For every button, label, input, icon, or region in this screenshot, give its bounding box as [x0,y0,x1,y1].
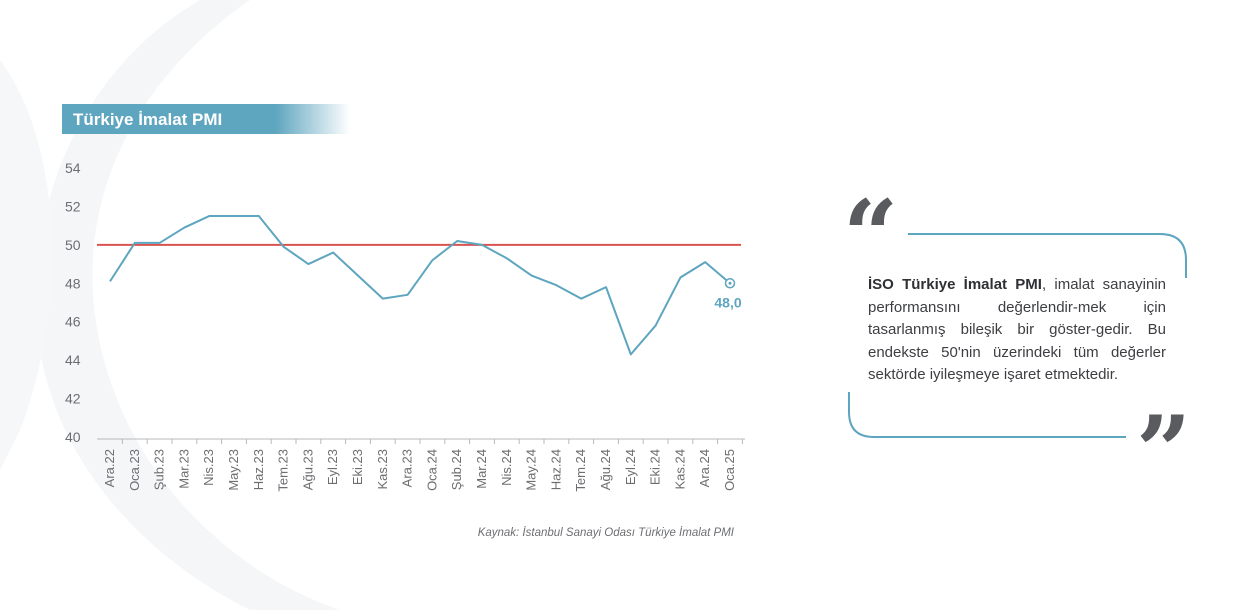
last-point-dot [728,281,732,285]
quote-body: , imalat sanayinin performansını değerle… [868,276,1166,383]
quote-text: İSO Türkiye İmalat PMI, imalat sanayinin… [868,274,1166,387]
y-tick-label: 44 [65,352,81,368]
x-tick-label: Ağu.23 [300,449,315,490]
x-tick-label: Nis.24 [499,449,514,486]
x-tick-label: Haz.23 [251,449,266,490]
source-note: Kaynak: İstanbul Sanayi Odası Türkiye İm… [477,527,734,539]
y-tick-label: 46 [65,314,81,330]
x-tick-label: Ara.22 [102,449,117,487]
x-tick-label: Eki.23 [350,449,365,485]
x-tick-label: May.24 [524,449,539,491]
y-tick-label: 40 [65,429,81,445]
pmi-series-line [109,215,731,356]
x-tick-label: Nis.23 [201,449,216,486]
x-tick-label: Oca.23 [127,449,142,491]
chart-title: Türkiye İmalat PMI [73,110,223,129]
x-tick-label: Ara.23 [400,449,415,487]
x-tick-label: Tem.24 [573,449,588,492]
x-tick-label: Mar.23 [176,449,191,489]
x-tick-label: May.23 [226,449,241,491]
x-tick-label: Kas.23 [375,449,390,489]
x-tick-label: Oca.25 [722,449,737,491]
x-tick-label: Eyl.24 [623,449,638,485]
x-tick-label: Ara.24 [697,449,712,487]
x-tick-label: Şub.24 [449,449,464,490]
x-tick-label: Tem.23 [276,449,291,492]
y-tick-label: 48 [65,275,81,291]
y-tick-label: 42 [65,391,81,407]
x-tick-label: Oca.24 [424,449,439,491]
x-tick-label: Eyl.23 [325,449,340,485]
x-tick-label: Şub.23 [152,449,167,490]
x-tick-label: Ağu.24 [598,449,613,490]
close-quote-icon: ” [1136,395,1192,508]
x-tick-label: Haz.24 [548,449,563,490]
title-bar [62,104,350,134]
x-tick-label: Eki.24 [648,449,663,485]
last-value-label: 48,0 [714,294,741,310]
x-tick-label: Kas.24 [672,449,687,489]
y-tick-label: 52 [65,198,81,214]
quote-bold: İSO Türkiye İmalat PMI [868,276,1042,293]
open-quote-icon: “ [843,179,899,292]
x-tick-label: Mar.24 [474,449,489,489]
y-tick-label: 50 [65,237,81,253]
y-tick-label: 54 [65,160,81,176]
